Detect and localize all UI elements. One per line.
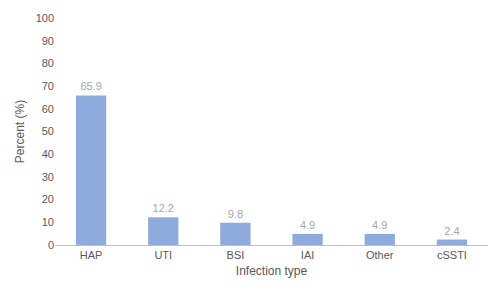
svg-text:20: 20	[42, 193, 54, 205]
svg-text:UTI: UTI	[154, 249, 172, 261]
svg-text:4.9: 4.9	[372, 219, 387, 231]
svg-text:80: 80	[42, 57, 54, 69]
svg-text:90: 90	[42, 35, 54, 47]
svg-text:BSI: BSI	[227, 249, 245, 261]
svg-text:0: 0	[48, 239, 54, 251]
svg-text:cSSTI: cSSTI	[437, 249, 467, 261]
svg-text:Other: Other	[366, 249, 394, 261]
svg-text:65.9: 65.9	[80, 80, 101, 92]
svg-text:60: 60	[42, 103, 54, 115]
svg-text:HAP: HAP	[80, 249, 103, 261]
svg-text:12.2: 12.2	[153, 202, 174, 214]
svg-text:9.8: 9.8	[228, 208, 243, 220]
svg-text:50: 50	[42, 125, 54, 137]
svg-text:100: 100	[36, 12, 54, 24]
svg-text:30: 30	[42, 171, 54, 183]
svg-text:10: 10	[42, 216, 54, 228]
svg-text:4.9: 4.9	[300, 219, 315, 231]
svg-text:40: 40	[42, 148, 54, 160]
svg-text:70: 70	[42, 80, 54, 92]
svg-text:IAI: IAI	[301, 249, 314, 261]
svg-text:2.4: 2.4	[444, 225, 459, 237]
svg-text:Infection type: Infection type	[236, 264, 308, 278]
svg-text:Percent (%): Percent (%)	[13, 100, 27, 163]
